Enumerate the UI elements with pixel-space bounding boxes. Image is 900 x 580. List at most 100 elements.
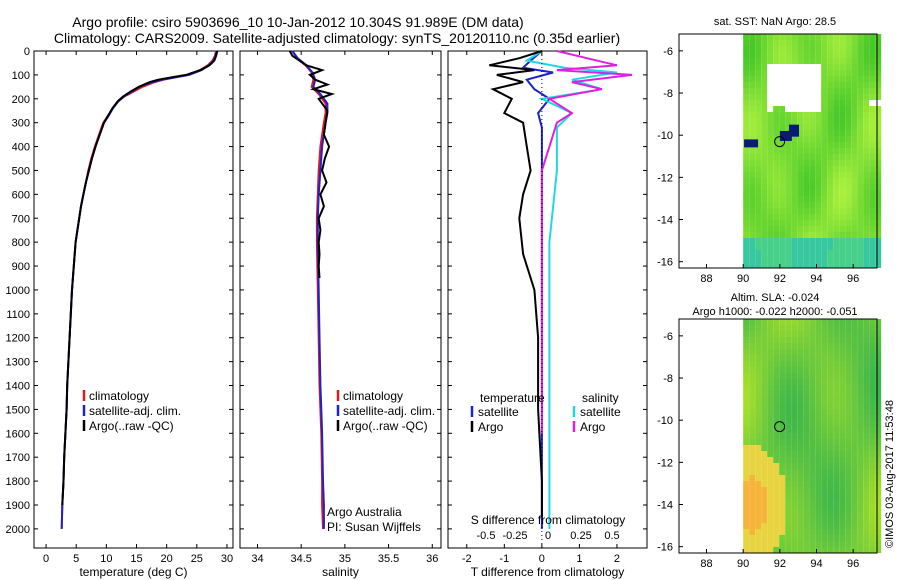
- sst-map-pixel: [869, 160, 876, 166]
- sla-map-pixel: [845, 433, 852, 439]
- sst-map-pixel: [797, 52, 804, 58]
- depth-tick-label: 1900: [6, 500, 30, 512]
- sst-map-pixel: [833, 178, 840, 184]
- sla-map-pixel: [773, 421, 780, 427]
- sst-map-pixel: [773, 118, 780, 124]
- sla-map-pixel: [827, 427, 834, 433]
- sst-map-pixel: [749, 250, 756, 256]
- sst-map-pixel: [833, 250, 840, 256]
- sla-map-pixel: [767, 487, 774, 493]
- sst-map-pixel: [767, 58, 774, 64]
- sst-map-pixel: [827, 106, 834, 112]
- sla-map-pixel: [797, 325, 804, 331]
- sst-map-pixel: [857, 238, 864, 244]
- sla-map-pixel: [851, 421, 858, 427]
- sla-map-pixel: [863, 343, 870, 349]
- sla-map-pixel: [833, 541, 840, 547]
- sst-map-pixel: [773, 124, 780, 130]
- sst-map-pixel: [809, 250, 816, 256]
- sla-map-pixel: [857, 523, 864, 529]
- sst-map-pixel: [809, 40, 816, 46]
- sst-map-pixel: [803, 244, 810, 250]
- sst-map-pixel: [863, 142, 870, 148]
- sst-map-pixel: [785, 196, 792, 202]
- sla-map-pixel: [857, 451, 864, 457]
- temperature-legend-label: climatology: [89, 389, 149, 403]
- sla-map-pixel: [857, 439, 864, 445]
- sst-map-pixel: [761, 82, 768, 88]
- sla-map-pixel: [749, 379, 756, 385]
- sst-map-pixel: [755, 220, 762, 226]
- depth-tick-label: 1000: [6, 285, 30, 297]
- sla-map-pixel: [875, 361, 882, 367]
- sst-map-pixel: [767, 118, 774, 124]
- sla-map-pixel: [785, 445, 792, 451]
- sst-map-pixel: [863, 208, 870, 214]
- sla-map-pixel: [851, 409, 858, 415]
- sla-map-pixel: [773, 355, 780, 361]
- sst-map-pixel: [869, 226, 876, 232]
- sla-map-pixel: [749, 535, 756, 541]
- sla-map-pixel: [851, 319, 858, 325]
- sla-map-pixel: [851, 475, 858, 481]
- sla-map-pixel: [791, 469, 798, 475]
- sla-map-pixel: [845, 451, 852, 457]
- sst-map-pixel: [785, 238, 792, 244]
- sla-map-pixel: [797, 403, 804, 409]
- sla-map-pixel: [839, 535, 846, 541]
- sla-map-pixel: [863, 325, 870, 331]
- sst-map-pixel: [851, 202, 858, 208]
- sst-map-pixel: [785, 244, 792, 250]
- sla-map-pixel: [875, 415, 882, 421]
- sst-map-pixel: [755, 184, 762, 190]
- sst-map-pixel: [785, 88, 792, 94]
- sst-map-pixel: [791, 82, 798, 88]
- sla-map-pixel: [863, 427, 870, 433]
- sla-map-pixel: [875, 373, 882, 379]
- sla-map-pixel: [797, 349, 804, 355]
- sla-map-xtick-label: 94: [810, 558, 822, 570]
- sla-map-pixel: [773, 481, 780, 487]
- sst-map-pixel: [809, 46, 816, 52]
- sla-map-pixel: [863, 379, 870, 385]
- sst-map-pixel: [809, 190, 816, 196]
- sst-map-pixel: [827, 148, 834, 154]
- sla-map-pixel: [875, 439, 882, 445]
- sla-map-pixel: [755, 361, 762, 367]
- sla-map-pixel: [773, 535, 780, 541]
- sla-map-pixel: [779, 517, 786, 523]
- sla-map-pixel: [767, 379, 774, 385]
- sla-map-pixel: [749, 427, 756, 433]
- sla-map-pixel: [851, 385, 858, 391]
- sst-map-pixel: [827, 82, 834, 88]
- sla-map-pixel: [839, 529, 846, 535]
- sst-map-pixel: [791, 190, 798, 196]
- sst-map-pixel: [827, 172, 834, 178]
- sst-map-pixel: [833, 112, 840, 118]
- sst-map-pixel: [761, 100, 768, 106]
- sst-map-pixel: [833, 76, 840, 82]
- sla-map-pixel: [749, 325, 756, 331]
- sla-map-pixel: [779, 409, 786, 415]
- sst-map-pixel: [845, 106, 852, 112]
- sst-map-pixel: [809, 70, 816, 76]
- sla-map-pixel: [875, 505, 882, 511]
- sla-map-pixel: [821, 367, 828, 373]
- sst-map-pixel: [797, 82, 804, 88]
- sla-map-pixel: [863, 397, 870, 403]
- sst-map-pixel: [743, 214, 750, 220]
- sst-map-pixel: [851, 136, 858, 142]
- sst-map-pixel: [773, 184, 780, 190]
- sst-map-pixel: [851, 82, 858, 88]
- sla-map-pixel: [749, 547, 756, 553]
- sst-map-pixel: [875, 172, 882, 178]
- sst-map-pixel: [839, 94, 846, 100]
- sst-map-pixel: [857, 244, 864, 250]
- sla-map-pixel: [839, 409, 846, 415]
- sla-map-pixel: [863, 367, 870, 373]
- sst-map-pixel: [743, 232, 750, 238]
- sst-map-pixel: [743, 190, 750, 196]
- sla-map-pixel: [833, 481, 840, 487]
- sla-map-pixel: [839, 463, 846, 469]
- sst-map-pixel: [749, 208, 756, 214]
